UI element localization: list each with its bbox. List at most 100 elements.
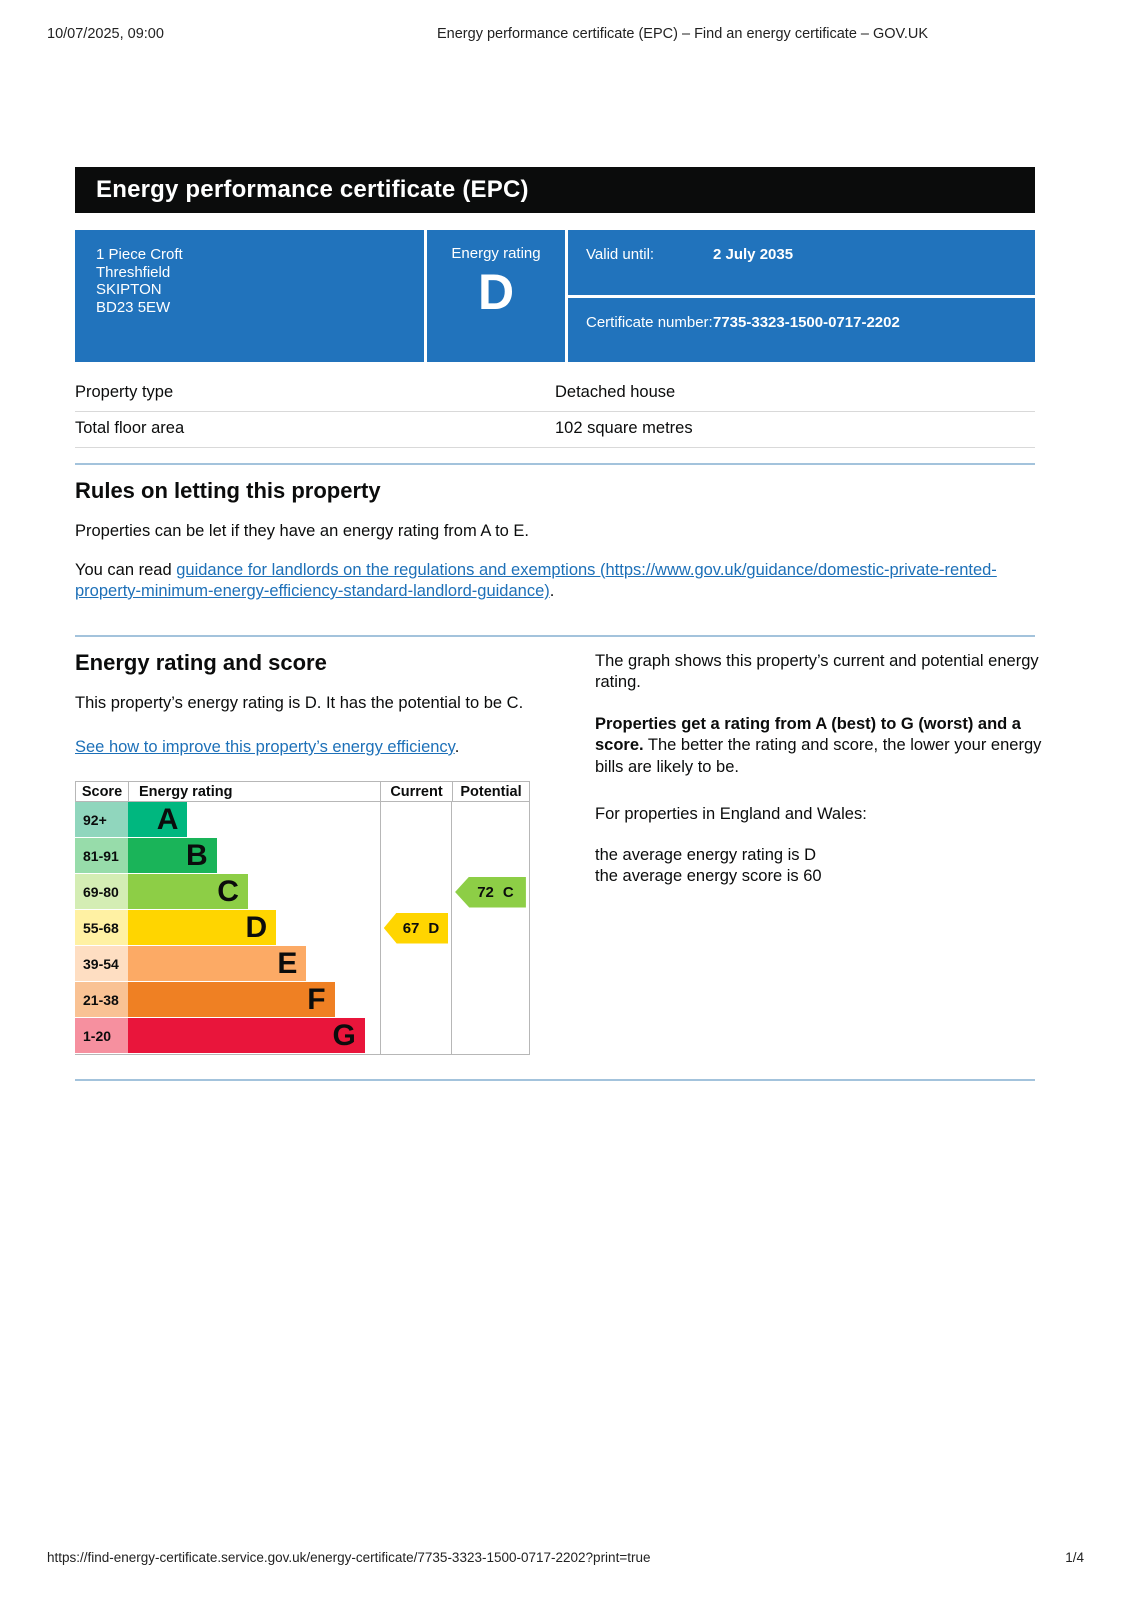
potential-column-cell: [452, 982, 530, 1018]
page-title: Energy performance certificate (EPC): [75, 167, 1035, 213]
guidance-text-suffix: .: [549, 582, 555, 600]
potential-rating-arrow: 72 C: [455, 876, 526, 908]
band-score-range: 92+: [75, 802, 128, 838]
rating-scale-bold: Properties get a rating from A (best) to…: [595, 714, 1021, 755]
table-row: Total floor area 102 square metres: [75, 411, 1035, 448]
band-score-range: 21-38: [75, 982, 128, 1018]
rating-scale-rest: The better the rating and score, the low…: [595, 736, 1042, 776]
epc-band-row-e: 39-54 E: [75, 946, 530, 982]
band-track: F: [128, 982, 380, 1018]
rating-left-column: Energy rating and score This property’s …: [75, 637, 537, 1055]
property-type-value: Detached house: [555, 376, 1035, 412]
address-line-3: SKIPTON: [96, 281, 162, 298]
chart-body: 92+ A 81-91 B 69-80 C 72 C 55-68 D 67 D 39-54 E 21-38 F…: [75, 802, 530, 1055]
band-score-range: 81-91: [75, 838, 128, 874]
print-footer-url: https://find-energy-certificate.service.…: [47, 1550, 651, 1565]
certificate-number-label: Certificate number:: [586, 313, 713, 331]
average-score-text: the average energy score is 60: [595, 867, 822, 885]
potential-column-cell: [452, 1018, 530, 1054]
table-row: Property type Detached house: [75, 376, 1035, 412]
current-rating-arrow: 67 D: [383, 912, 449, 944]
guidance-paragraph: You can read guidance for landlords on t…: [75, 560, 1035, 603]
potential-column-cell: 72 C: [452, 874, 530, 910]
current-column-cell: [380, 802, 452, 838]
current-column-cell: [380, 982, 452, 1018]
epc-band-row-f: 21-38 F: [75, 982, 530, 1018]
band-track: C: [128, 874, 380, 910]
band-bar-g: G: [128, 1018, 365, 1053]
band-track: D: [128, 910, 380, 946]
potential-column-cell: [452, 910, 530, 946]
floor-area-value: 102 square metres: [555, 411, 1035, 448]
rating-right-column: The graph shows this property’s current …: [595, 637, 1050, 1056]
property-address: 1 Piece Croft Threshfield SKIPTON BD23 5…: [75, 230, 424, 362]
band-letter: G: [332, 1018, 356, 1052]
epc-band-row-b: 81-91 B: [75, 838, 530, 874]
chart-header-row: Score Energy rating Current Potential: [75, 781, 530, 802]
band-letter: B: [186, 838, 208, 872]
rating-summary-text: This property’s energy rating is D. It h…: [75, 693, 524, 712]
band-letter: E: [277, 946, 298, 980]
england-wales-text: For properties in England and Wales:: [595, 805, 867, 823]
improve-paragraph: See how to improve this property’s energ…: [75, 738, 537, 757]
address-line-2: Threshfield: [96, 263, 171, 281]
band-bar-c: C: [128, 874, 248, 909]
epc-rating-chart: Score Energy rating Current Potential 92…: [75, 781, 530, 1055]
band-bar-f: F: [128, 982, 335, 1017]
rules-paragraph: Properties can be let if they have an en…: [75, 522, 530, 540]
chart-header-potential: Potential: [452, 782, 530, 801]
valid-until-value: 2 July 2035: [713, 246, 794, 263]
print-datetime: 10/07/2025, 09:00: [47, 26, 164, 42]
band-bar-a: A: [128, 802, 188, 837]
potential-column-cell: [452, 802, 530, 838]
section-divider: [75, 1079, 1035, 1081]
band-letter: A: [156, 802, 179, 836]
potential-column-cell: [452, 838, 530, 874]
band-track: G: [128, 1018, 380, 1054]
epc-band-row-c: 69-80 C 72 C: [75, 874, 530, 910]
band-score-range: 69-80: [75, 874, 128, 910]
band-bar-d: D: [128, 910, 277, 945]
epc-band-row-a: 92+ A: [75, 802, 530, 838]
current-column-cell: [380, 838, 452, 874]
band-score-range: 1-20: [75, 1018, 128, 1054]
epc-band-row-d: 55-68 D 67 D: [75, 910, 530, 946]
certificate-number-row: Certificate number: 7735-3323-1500-0717-…: [568, 297, 1035, 362]
certificate-summary-panel: 1 Piece Croft Threshfield SKIPTON BD23 5…: [75, 230, 1035, 362]
improve-suffix: .: [454, 738, 460, 756]
band-track: A: [128, 802, 380, 838]
rating-scale-text: Properties get a rating from A (best) to…: [595, 714, 1050, 779]
landlord-guidance-link[interactable]: guidance for landlords on the regulation…: [75, 560, 997, 601]
current-column-cell: 67 D: [380, 910, 452, 946]
rules-heading: Rules on letting this property: [75, 478, 381, 503]
certificate-details-cell: Valid until: 2 July 2035 Certificate num…: [568, 230, 1035, 362]
average-stats: the average energy rating is D the avera…: [595, 845, 1050, 888]
band-letter: F: [307, 982, 326, 1016]
chart-header-energy-rating: Energy rating: [128, 782, 380, 801]
band-track: B: [128, 838, 380, 874]
address-line-4: BD23 5EW: [96, 298, 171, 316]
print-page-title: Energy performance certificate (EPC) – F…: [437, 26, 929, 42]
certificate-number-value: 7735-3323-1500-0717-2202: [713, 313, 900, 331]
chart-header-score: Score: [75, 782, 128, 801]
address-line-1: 1 Piece Croft: [96, 246, 183, 263]
print-footer: https://find-energy-certificate.service.…: [47, 1550, 1084, 1565]
current-column-cell: [380, 1018, 452, 1054]
rating-heading: Energy rating and score: [75, 649, 327, 675]
print-page-number: 1/4: [1065, 1550, 1084, 1565]
band-letter: D: [245, 910, 268, 944]
energy-rating-label: Energy rating: [451, 245, 541, 262]
energy-rating-value: D: [477, 264, 515, 320]
current-column-cell: [380, 874, 452, 910]
graph-explainer-text: The graph shows this property’s current …: [595, 651, 1039, 692]
improve-efficiency-link[interactable]: See how to improve this property’s energ…: [75, 738, 455, 756]
band-bar-e: E: [128, 946, 307, 981]
floor-area-label: Total floor area: [75, 411, 555, 448]
valid-until-row: Valid until: 2 July 2035: [568, 230, 1035, 295]
current-column-cell: [380, 946, 452, 982]
band-track: E: [128, 946, 380, 982]
energy-rating-cell: Energy rating D: [427, 230, 565, 362]
rating-section: Energy rating and score This property’s …: [75, 637, 1041, 1055]
section-divider: [75, 634, 1035, 637]
